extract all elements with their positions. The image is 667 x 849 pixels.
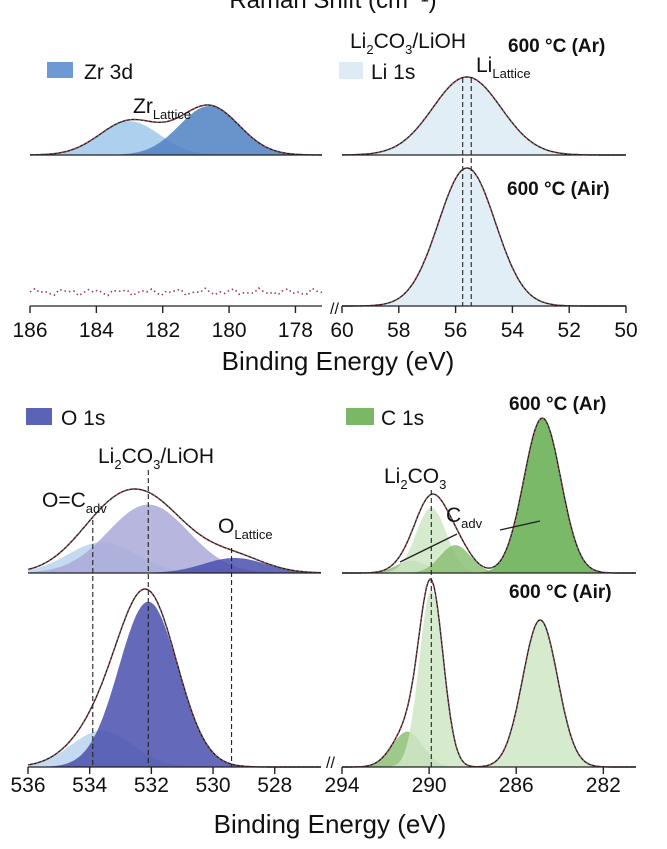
legend-swatch-zr	[47, 62, 73, 78]
legend-swatch-li	[339, 62, 363, 79]
measured-data	[342, 577, 636, 768]
component-peak-1	[342, 590, 636, 767]
x-tick-label: 536	[10, 774, 45, 797]
legend-label-li: Li 1s	[371, 61, 415, 84]
top-axis-title: Binding Energy (eV)	[222, 346, 455, 376]
panel-c-1s: 294 290 286 282	[324, 417, 636, 797]
x-tick-label: 52	[558, 319, 581, 342]
x-tick-label: 58	[387, 319, 410, 342]
series-ar	[29, 104, 322, 156]
c-adv-pointer-1	[399, 533, 458, 563]
legend-label-o: O 1s	[61, 407, 105, 430]
component-peak-0	[30, 121, 322, 155]
x-tick-label: 180	[212, 319, 247, 342]
x-tick-label: 530	[196, 774, 231, 797]
x-tick-label: 532	[134, 774, 169, 797]
top-condition-air: 600 °C (Air)	[507, 179, 610, 200]
annotation-li2co3-lioh-bottom: Li2CO3/LiOH	[98, 445, 214, 472]
x-tick-label: 534	[72, 774, 107, 797]
fit-envelope	[342, 417, 636, 574]
bottom-condition-ar: 600 °C (Ar)	[509, 394, 606, 415]
series-air	[27, 588, 321, 768]
x-tick-label: 54	[501, 319, 525, 342]
component-peak-1	[342, 508, 636, 573]
annotation-oc-sub: adv	[86, 501, 107, 516]
x-axis: 294 290 286 282	[324, 767, 621, 797]
x-tick-label: 50	[614, 319, 637, 342]
component-peak-3	[342, 418, 636, 573]
bottom-condition-air: 600 °C (Air)	[509, 582, 612, 603]
bottom-axis-title: Binding Energy (eV)	[214, 809, 447, 839]
measured-data	[29, 287, 323, 297]
x-axis: 536 534 532 530 528	[10, 767, 292, 797]
legend-swatch-c	[346, 408, 374, 425]
legend-o-1s: O 1s	[26, 407, 105, 430]
annotation-c-sub: adv	[461, 516, 482, 531]
series-ar	[342, 417, 636, 574]
annotation-li-main: Li	[476, 54, 492, 77]
measured-data	[29, 104, 322, 156]
component-peak-1	[28, 504, 321, 573]
component-peak-0	[342, 77, 626, 155]
x-tick-label: 56	[444, 319, 467, 342]
raman-shift-header-fragment: Raman Shift (cm⁻¹)	[229, 0, 436, 14]
legend-label-zr: Zr 3d	[84, 61, 133, 84]
legend-zr-3d: Zr 3d	[47, 61, 133, 84]
x-axis: 60 58 56 54 52 50	[330, 306, 638, 342]
x-tick-label: 290	[412, 774, 447, 797]
component-peak-1	[30, 106, 322, 155]
series-air	[29, 287, 323, 307]
annotation-c-main: C	[446, 504, 461, 527]
measured-data	[342, 76, 626, 156]
component-peak-1	[28, 601, 321, 767]
x-axis: 186 184 182 180 178	[12, 306, 313, 342]
measured-data	[342, 417, 636, 574]
component-peak-2	[28, 558, 321, 573]
fit-envelope	[342, 577, 636, 768]
legend-c-1s: C 1s	[346, 407, 424, 430]
x-tick-label: 182	[145, 319, 180, 342]
annotation-li2co3-c: Li2CO3	[384, 465, 446, 492]
x-tick-label: 528	[257, 774, 292, 797]
annotation-li-sub: Lattice	[492, 66, 530, 81]
legend-li-1s: Li 1s	[339, 61, 415, 84]
c-adv-pointer-2	[499, 520, 541, 531]
annotation-zr-main: Zr	[133, 95, 153, 118]
series-air	[342, 167, 626, 307]
annotation-oc-main: O=C	[42, 489, 86, 512]
annotation-zr-sub: Lattice	[153, 107, 191, 122]
bottom-axis-break: //	[326, 755, 335, 772]
annotation-li2co3-lioh-top: Li2CO3/LiOH	[350, 30, 466, 57]
top-condition-ar: 600 °C (Ar)	[508, 36, 605, 57]
legend-swatch-o	[26, 408, 52, 425]
annotation-o-lattice: OLattice	[218, 515, 273, 542]
x-tick-label: 286	[499, 774, 534, 797]
x-tick-label: 60	[330, 319, 353, 342]
x-tick-label: 178	[278, 319, 313, 342]
annotation-o-sub: Lattice	[234, 527, 272, 542]
x-tick-label: 184	[79, 319, 114, 342]
panel-o-1s: 536 534 532 530 528	[10, 470, 322, 797]
component-peak-2	[342, 619, 636, 767]
panel-zr-3d: 186 184 182 180 178	[12, 104, 323, 342]
top-axis-break: //	[330, 301, 339, 318]
annotation-oc-adv: O=Cadv	[42, 489, 107, 516]
series-air	[342, 577, 636, 768]
annotation-c-adv: Cadv	[446, 504, 483, 531]
panel-li-1s: 60 58 56 54 52 50	[330, 76, 638, 342]
annotation-li-lattice: LiLattice	[476, 54, 531, 81]
annotation-zr-lattice: ZrLattice	[133, 95, 191, 122]
series-ar	[342, 76, 626, 156]
x-tick-label: 294	[324, 774, 359, 797]
component-peak-0	[342, 731, 636, 767]
x-tick-label: 186	[12, 319, 47, 342]
legend-label-c: C 1s	[381, 407, 424, 430]
series-ar	[27, 488, 322, 574]
annotation-o-main: O	[218, 515, 234, 538]
component-peak-0	[342, 168, 626, 306]
fit-envelope	[27, 488, 322, 574]
x-tick-label: 282	[586, 774, 621, 797]
